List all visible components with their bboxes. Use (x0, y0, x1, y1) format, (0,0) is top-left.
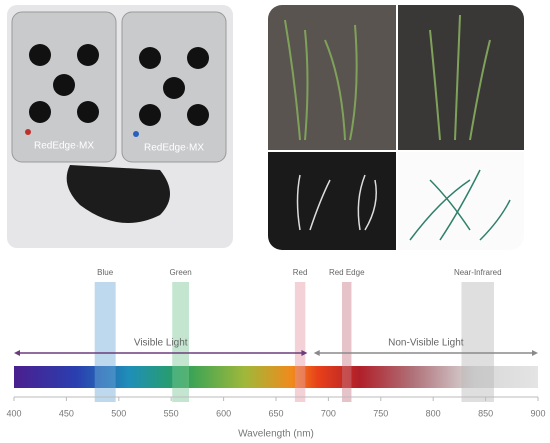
band-label: Red (293, 268, 308, 277)
x-tick-label: 700 (321, 408, 336, 418)
plant-photos (268, 5, 524, 250)
camera-label: RedEdge·MX (34, 141, 94, 152)
x-tick-label: 850 (478, 408, 493, 418)
range-label: Non-Visible Light (388, 338, 464, 349)
x-tick-label: 400 (6, 408, 21, 418)
x-tick-label: 750 (373, 408, 388, 418)
camera-label: RedEdge·MX (144, 143, 204, 154)
x-tick-label: 900 (530, 408, 545, 418)
band-label: Green (170, 268, 192, 277)
band (172, 282, 190, 402)
band-label: Blue (97, 268, 114, 277)
x-tick-label: 500 (111, 408, 126, 418)
camera-photo: RedEdge·MX RedEdge·MX (7, 5, 233, 248)
x-tick-label: 650 (268, 408, 283, 418)
band (294, 282, 306, 402)
band-label: Near-Infrared (454, 268, 502, 277)
x-tick-label: 600 (216, 408, 231, 418)
x-tick-label: 800 (426, 408, 441, 418)
band (94, 282, 116, 402)
x-tick-label: 450 (59, 408, 74, 418)
band-label: Red Edge (329, 268, 365, 277)
band (461, 282, 494, 402)
spectrum-bar (14, 366, 538, 388)
range-label: Visible Light (134, 338, 188, 349)
x-axis-label: Wavelength (nm) (238, 429, 314, 440)
band (342, 282, 352, 402)
x-tick-label: 550 (164, 408, 179, 418)
